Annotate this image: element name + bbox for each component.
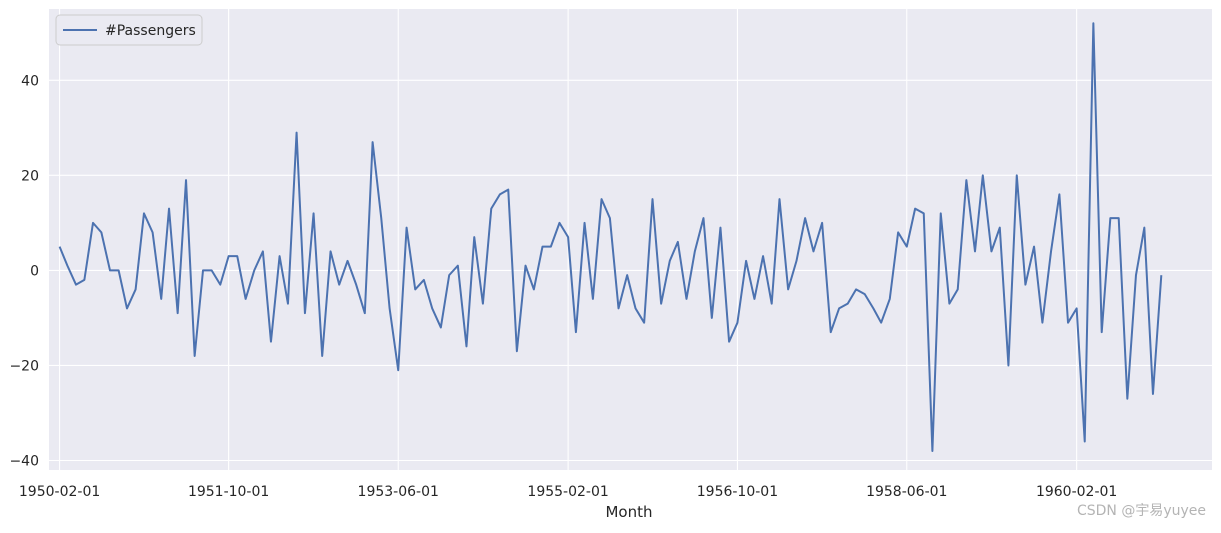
x-tick-label: 1958-06-01: [866, 484, 947, 500]
x-tick-label: 1956-10-01: [697, 484, 778, 500]
series-line-passengers: [58, 22, 1163, 452]
y-tick-label: 20: [21, 168, 39, 184]
x-tick-label: 1951-10-01: [188, 484, 269, 500]
series-group: [58, 22, 1163, 452]
plot-area: [49, 9, 1212, 470]
watermark: CSDN @宇易yuyee: [1077, 503, 1206, 519]
legend-box: [55, 14, 203, 46]
grid-lines: [49, 9, 1212, 470]
x-tick-label: 1953-06-01: [358, 484, 439, 500]
x-tick-label: 1960-02-01: [1036, 484, 1117, 500]
x-axis-title: Month: [605, 503, 652, 521]
x-axis-ticks: 1950-02-01 1951-10-01 1953-06-01 1955-02-01…: [19, 484, 1117, 500]
y-tick-label: −40: [9, 453, 39, 469]
y-axis-ticks: −40 −20 0 20 40: [9, 73, 39, 469]
x-tick-label: 1950-02-01: [19, 484, 100, 500]
y-tick-label: −20: [9, 358, 39, 374]
y-tick-label: 0: [30, 263, 39, 279]
legend-label: #Passengers: [105, 23, 196, 39]
legend[interactable]: #Passengers: [55, 14, 203, 46]
y-tick-label: 40: [21, 73, 39, 89]
x-tick-label: 1955-02-01: [527, 484, 608, 500]
